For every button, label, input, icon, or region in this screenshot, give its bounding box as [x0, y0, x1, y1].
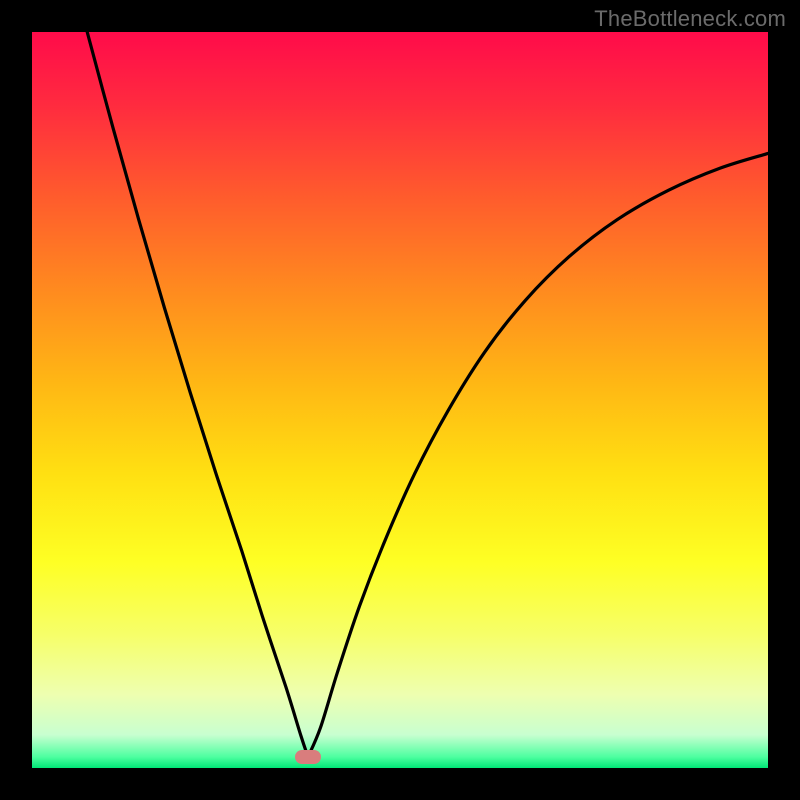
watermark-text: TheBottleneck.com — [594, 6, 786, 32]
bottleneck-marker — [295, 750, 321, 764]
gradient-plot-area — [32, 32, 768, 768]
bottleneck-chart — [0, 0, 800, 800]
